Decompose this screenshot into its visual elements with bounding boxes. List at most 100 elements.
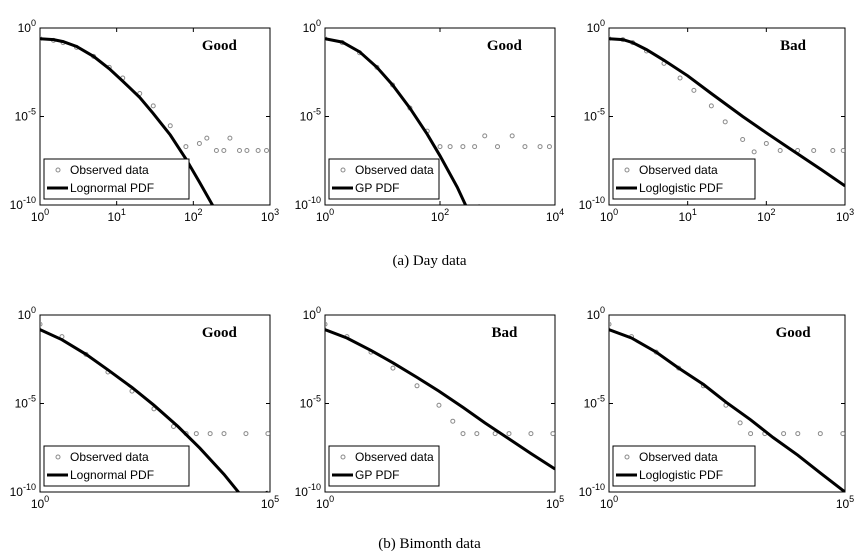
x-tick-label: 105 [261, 494, 279, 511]
legend-observed-label: Observed data [639, 450, 718, 464]
x-tick-label: 100 [316, 207, 334, 224]
observed-data-point [183, 144, 189, 150]
observed-data-point [167, 123, 173, 129]
observed-data-point [472, 144, 478, 150]
observed-data-point [840, 147, 845, 153]
observed-data-point [450, 418, 456, 424]
observed-data-point [325, 321, 328, 327]
y-tick-label: 100 [18, 305, 36, 322]
observed-data-point [609, 321, 612, 327]
observed-data-point [751, 149, 757, 155]
legend-box [612, 158, 756, 200]
x-tick-label: 101 [678, 207, 696, 224]
x-tick-label: 105 [836, 494, 854, 511]
legend-observed-marker [55, 454, 61, 460]
observed-data-point [528, 431, 534, 437]
legend-observed-marker [340, 454, 346, 460]
observed-data-point [722, 119, 728, 125]
legend: Observed data Lognormal PDF [43, 158, 190, 200]
x-tick-label: 104 [546, 207, 564, 224]
y-tick-label: 100 [303, 18, 321, 35]
x-tick-label: 100 [316, 494, 334, 511]
observed-data-point [437, 144, 443, 150]
x-tick-label: 102 [184, 207, 202, 224]
legend-fit-label: GP PDF [355, 181, 399, 195]
observed-data-point [227, 135, 233, 141]
x-tick-label: 100 [31, 207, 49, 224]
observed-data-point [763, 140, 769, 146]
observed-data-point [221, 147, 227, 153]
observed-data-point [795, 431, 801, 437]
observed-data-point [546, 144, 552, 150]
legend-fit-label: Lognormal PDF [70, 181, 154, 195]
observed-data-point [830, 147, 836, 153]
observed-data-point [207, 431, 213, 437]
legend-observed-marker [55, 167, 61, 173]
legend-fit-label: Lognormal PDF [70, 468, 154, 482]
fit-verdict-label: Good [202, 38, 238, 54]
legend-box [612, 445, 756, 487]
fit-verdict-label: Good [202, 325, 238, 341]
plot-area [40, 321, 270, 492]
caption-day-data: (a) Day data [392, 253, 467, 269]
y-tick-label: 100 [303, 305, 321, 322]
legend-fit-label: GP PDF [355, 468, 399, 482]
observed-data-point [781, 431, 787, 437]
legend-observed-label: Observed data [70, 450, 149, 464]
y-tick-label: 10-5 [300, 394, 321, 411]
observed-data-point [537, 144, 543, 150]
legend-fit-label: Loglogistic PDF [639, 468, 723, 482]
observed-data-point [196, 140, 202, 146]
observed-data-point [243, 431, 249, 437]
observed-data-point [244, 147, 250, 153]
x-tick-label: 100 [600, 207, 618, 224]
observed-data-point [840, 431, 845, 437]
y-tick-label: 100 [587, 18, 605, 35]
fitted-pdf-line [325, 328, 555, 471]
legend-observed-marker [624, 167, 630, 173]
observed-data-point [204, 135, 210, 141]
legend: Observed data Lognormal PDF [43, 445, 190, 487]
observed-data-point [811, 147, 817, 153]
observed-data-point [263, 147, 269, 153]
legend-observed-marker [624, 454, 630, 460]
observed-data-point [737, 420, 743, 426]
observed-data-point [221, 431, 227, 437]
observed-data-point [265, 431, 270, 437]
y-tick-label: 10-5 [15, 394, 36, 411]
observed-data-point [492, 431, 498, 437]
legend: Observed data Loglogistic PDF [612, 158, 756, 200]
fitted-pdf-line [40, 37, 253, 205]
fit-verdict-label: Bad [780, 38, 807, 54]
observed-data-point [691, 87, 697, 93]
legend-observed-label: Observed data [355, 163, 434, 177]
x-tick-label: 103 [261, 207, 279, 224]
legend-fit-label: Loglogistic PDF [639, 181, 723, 195]
y-tick-label: 10-5 [15, 107, 36, 124]
y-tick-label: 10-5 [584, 107, 605, 124]
legend-observed-label: Observed data [70, 163, 149, 177]
plot-area [325, 36, 552, 205]
observed-data-point [708, 103, 714, 109]
observed-data-point [40, 321, 43, 327]
legend-observed-label: Observed data [355, 450, 434, 464]
observed-data-point [522, 144, 528, 150]
observed-data-point [550, 431, 555, 437]
fitted-pdf-line [325, 37, 481, 205]
x-tick-label: 101 [107, 207, 125, 224]
observed-data-point [777, 147, 783, 153]
legend: Observed data Loglogistic PDF [612, 445, 756, 487]
fit-verdict-label: Good [487, 38, 523, 54]
fit-verdict-label: Bad [491, 325, 518, 341]
observed-data-point [390, 365, 396, 371]
observed-data-point [460, 431, 466, 437]
fitted-pdf-line [40, 328, 268, 492]
observed-data-point [236, 147, 242, 153]
x-tick-label: 100 [31, 494, 49, 511]
y-tick-label: 10-5 [584, 394, 605, 411]
